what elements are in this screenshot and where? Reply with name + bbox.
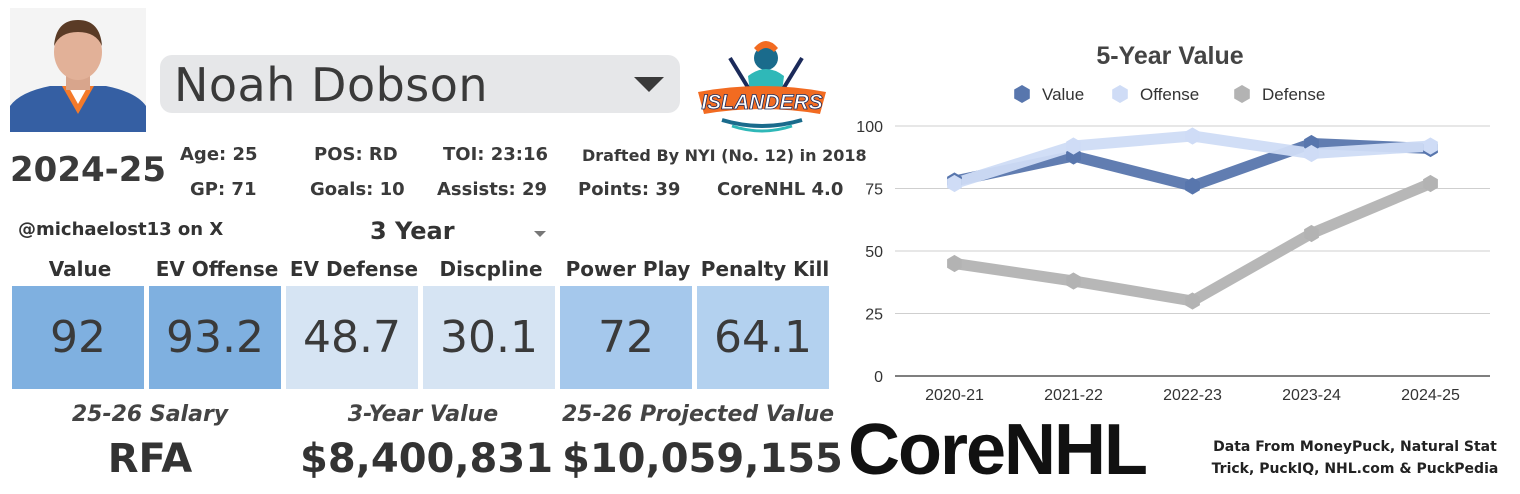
sources-line-2: Trick, PuckIQ, NHL.com & PuckPedia — [1211, 461, 1499, 477]
x-tick-label: 2021-22 — [1044, 387, 1103, 404]
three-year-value: $8,400,831 — [300, 436, 554, 482]
legend-marker-offense — [1112, 85, 1128, 103]
metric-tile-value: 92 — [12, 286, 144, 389]
islanders-logo: ISLANDERS — [692, 36, 832, 136]
chart-x-axis: 2020-21 2021-22 2022-23 2023-24 2024-25 — [925, 387, 1460, 404]
chart-grid — [895, 125, 1490, 377]
stat-points: Points: 39 — [578, 179, 681, 200]
data-point-value — [1185, 177, 1200, 195]
y-tick-label: 100 — [856, 119, 883, 136]
stat-toi: TOI: 23:16 — [443, 144, 549, 165]
y-tick-label: 75 — [865, 182, 883, 199]
x-tick-label: 2023-24 — [1282, 387, 1341, 404]
stat-position: POS: RD — [314, 144, 398, 165]
period-select-dropdown[interactable]: 3 Year — [300, 215, 550, 247]
data-point-offense — [1066, 137, 1081, 155]
metric-label-discipline: Discpline — [439, 257, 543, 281]
data-point-defense — [947, 254, 962, 273]
chart-title: 5-Year Value — [1096, 42, 1243, 70]
five-year-value-chart: 5-Year Value Value Offense Defense 0 25 50 75… — [856, 42, 1490, 404]
metric-label-value: Value — [48, 257, 112, 281]
chevron-down-icon[interactable] — [534, 231, 546, 237]
legend-label-value: Value — [1042, 85, 1084, 104]
chart-legend: Value Offense Defense — [1014, 85, 1325, 104]
stat-drafted: Drafted By NYI (No. 12) in 2018 — [582, 146, 867, 165]
stat-goals: Goals: 10 — [310, 179, 405, 200]
data-point-defense — [1066, 272, 1081, 290]
author-handle: @michaelost13 on X — [18, 219, 224, 240]
legend-marker-value — [1014, 85, 1030, 103]
period-selected-value: 3 Year — [370, 217, 455, 245]
legend-marker-defense — [1234, 85, 1250, 103]
data-point-offense — [1185, 127, 1200, 145]
chart-series — [947, 127, 1438, 310]
metric-label-ev-offense: EV Offense — [155, 257, 279, 281]
data-point-offense — [947, 174, 962, 193]
corenhl-logo: CoreNHL — [848, 410, 1148, 490]
chart-y-axis: 0 25 50 75 100 — [856, 119, 883, 386]
svg-text:ISLANDERS: ISLANDERS — [701, 91, 822, 114]
x-tick-label: 2020-21 — [925, 387, 984, 404]
series-line-defense — [949, 178, 1436, 307]
x-tick-label: 2024-25 — [1401, 387, 1460, 404]
metric-tile-ev-defense: 48.7 — [286, 286, 418, 389]
data-point-defense — [1185, 292, 1200, 310]
y-tick-label: 25 — [865, 307, 883, 324]
projected-value: $10,059,155 — [562, 436, 843, 482]
projected-value-label: 25-26 Projected Value — [562, 402, 835, 427]
legend-label-offense: Offense — [1140, 85, 1199, 104]
metric-label-ev-defense: EV Defense — [289, 257, 419, 281]
data-point-defense — [1423, 174, 1438, 193]
data-point-defense — [1304, 224, 1319, 243]
y-tick-label: 0 — [874, 369, 883, 386]
data-point-offense — [1304, 144, 1319, 163]
metric-tile-ev-offense: 93.2 — [149, 286, 281, 389]
three-year-value-label: 3-Year Value — [347, 402, 499, 427]
sources-line-1: Data From MoneyPuck, Natural Stat — [1213, 439, 1497, 455]
metric-tile-power-play: 72 — [560, 286, 692, 389]
metric-label-penalty-kill: Penalty Kill — [700, 257, 830, 281]
salary-value: RFA — [107, 436, 193, 482]
stat-version: CoreNHL 4.0 — [717, 179, 844, 200]
salary-label: 25-26 Salary — [71, 402, 229, 427]
season-label: 2024-25 — [10, 150, 167, 190]
chevron-down-icon[interactable] — [634, 77, 664, 92]
stat-age: Age: 25 — [180, 144, 258, 165]
player-photo — [10, 8, 146, 132]
y-tick-label: 50 — [865, 244, 883, 261]
data-sources-note: Data From MoneyPuck, Natural Stat Trick,… — [1196, 436, 1514, 480]
stat-gp: GP: 71 — [190, 179, 257, 200]
metric-tile-discipline: 30.1 — [423, 286, 555, 389]
player-name: Noah Dobson — [174, 58, 489, 112]
legend-label-defense: Defense — [1262, 85, 1325, 104]
x-tick-label: 2022-23 — [1163, 387, 1222, 404]
metric-tile-penalty-kill: 64.1 — [697, 286, 829, 389]
data-point-offense — [1423, 137, 1438, 155]
stat-assists: Assists: 29 — [437, 179, 548, 200]
metric-label-power-play: Power Play — [565, 257, 691, 281]
player-select-dropdown[interactable]: Noah Dobson — [160, 55, 680, 113]
